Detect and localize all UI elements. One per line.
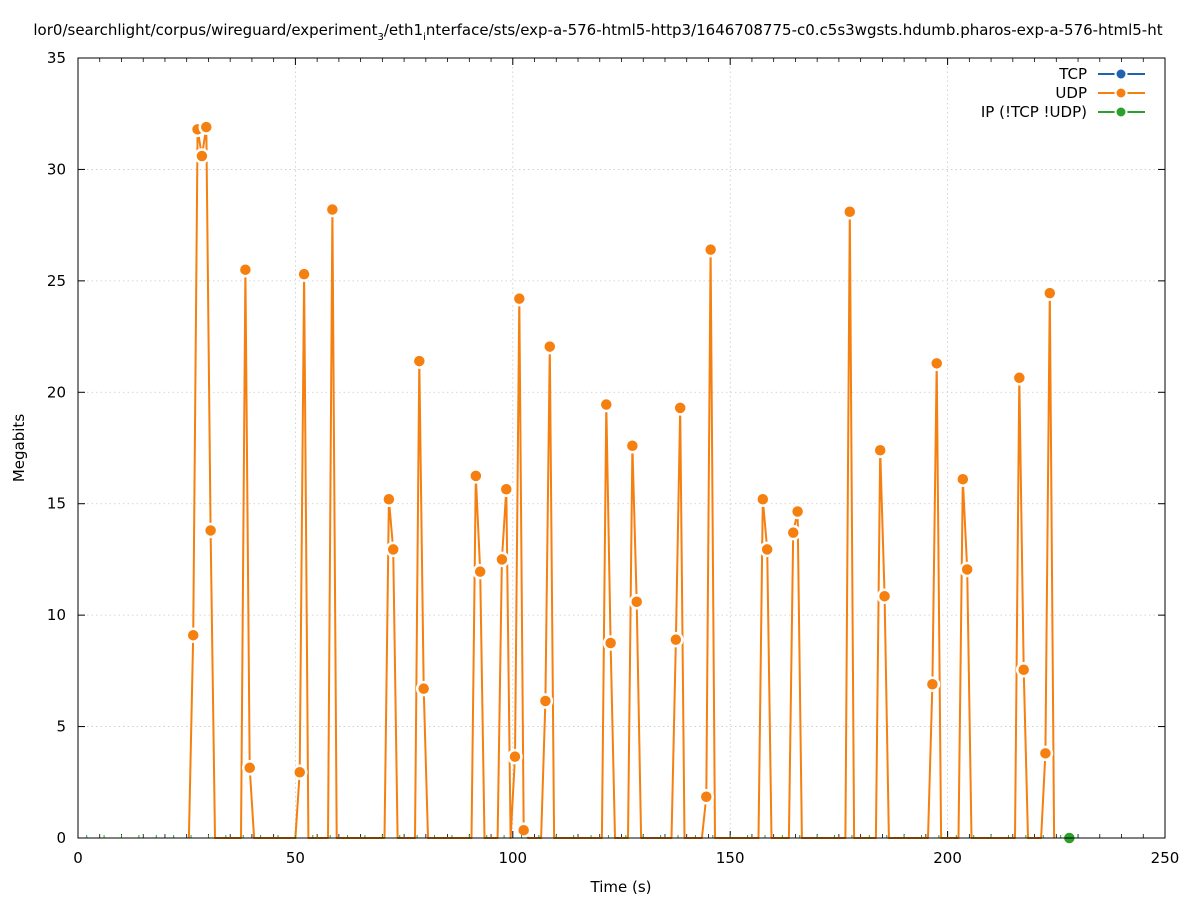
data-point-udp [507, 748, 523, 765]
data-point-udp [702, 241, 719, 258]
y-tick-label: 0 [56, 829, 66, 847]
data-point-udp [598, 396, 615, 413]
y-tick-label: 15 [47, 495, 66, 513]
data-point-udp [542, 338, 558, 355]
data-point-udp [842, 204, 858, 220]
data-point-udp [672, 400, 688, 416]
data-point-udp [955, 471, 971, 487]
data-point-udp [1015, 661, 1032, 678]
data-point-udp [755, 491, 771, 508]
data-point-udp [537, 693, 554, 709]
data-point-udp [385, 541, 401, 558]
x-tick-label: 0 [73, 849, 83, 867]
data-point-udp [1042, 285, 1058, 301]
x-tick-label: 250 [1151, 849, 1180, 867]
grid-lines [78, 58, 1165, 838]
y-tick-label: 10 [47, 606, 66, 624]
data-point-udp [924, 676, 941, 692]
data-point-udp [411, 353, 428, 369]
data-point-udp [624, 438, 641, 454]
legend-label-udp: UDP [1055, 84, 1087, 102]
plot-border [77, 57, 1166, 839]
legend-marker-udp [1114, 86, 1128, 100]
data-point-udp [876, 588, 893, 604]
y-tick-label: 25 [47, 272, 66, 290]
chart-title: lor0/searchlight/corpus/wireguard/experi… [33, 21, 1162, 43]
data-point-udp [415, 680, 432, 697]
y-axis-label: Megabits [10, 414, 28, 482]
series-line-udp [187, 126, 1056, 839]
x-tick-label: 200 [933, 849, 962, 867]
data-point-udp [241, 760, 258, 776]
data-point-udp [237, 261, 254, 278]
x-tick-label: 150 [716, 849, 745, 867]
chart-title-subscript-1: 3 [377, 32, 383, 43]
data-point-udp [628, 594, 645, 610]
data-point-udp [296, 266, 312, 282]
data-point-udp [468, 468, 484, 484]
x-axis-label: Time (s) [590, 878, 652, 896]
data-point-udp [498, 481, 515, 497]
legend-label-tcp: TCP [1058, 65, 1087, 83]
data-point-udp [1011, 370, 1028, 386]
legend-marker-ip-tcp-udp [1114, 105, 1128, 119]
data-point-udp [472, 563, 488, 580]
data-point-udp [511, 290, 528, 307]
data-point-udp [789, 503, 806, 520]
x-tick-label: 50 [286, 849, 305, 867]
data-point-udp [515, 822, 532, 838]
data-point-udp [698, 789, 715, 805]
legend-marker-tcp [1114, 67, 1128, 81]
chart-title-subscript-2: i [423, 32, 426, 43]
y-tick-label: 5 [56, 718, 66, 736]
data-point-udp [668, 631, 684, 648]
tick-labels: 0 50 100 150 200 250 0 5 10 15 20 25 30 35 [47, 49, 1179, 867]
chart-title-part-3: nterface/sts/exp-a-576-html5-http3/16467… [426, 21, 1163, 39]
data-point-udp [759, 541, 775, 558]
data-point-udp [494, 551, 510, 568]
data-point-udp [785, 524, 801, 541]
data-point-udp [381, 491, 397, 508]
data-point-udp [185, 627, 201, 643]
data-point-udp [194, 148, 210, 164]
series-layer [86, 119, 1078, 846]
chart-title-part-2: /eth1 [384, 21, 423, 39]
data-point-udp [928, 355, 945, 372]
y-tick-label: 35 [47, 49, 66, 67]
data-point-udp [602, 635, 619, 651]
x-tick-label: 100 [498, 849, 527, 867]
chart-title-part-1: lor0/searchlight/corpus/wireguard/experi… [33, 21, 377, 39]
y-tick-label: 30 [47, 160, 66, 178]
data-point-udp [291, 764, 308, 781]
data-point-udp [202, 522, 219, 539]
data-point-udp [959, 561, 975, 578]
legend-label-ip-tcp-udp: IP (!TCP !UDP) [981, 103, 1087, 121]
data-point-udp [872, 442, 888, 458]
data-point-udp [324, 201, 341, 218]
data-point-udp [1037, 745, 1054, 762]
series-udp [185, 119, 1058, 839]
data-point-udp [198, 119, 215, 135]
y-tick-label: 20 [47, 383, 66, 401]
